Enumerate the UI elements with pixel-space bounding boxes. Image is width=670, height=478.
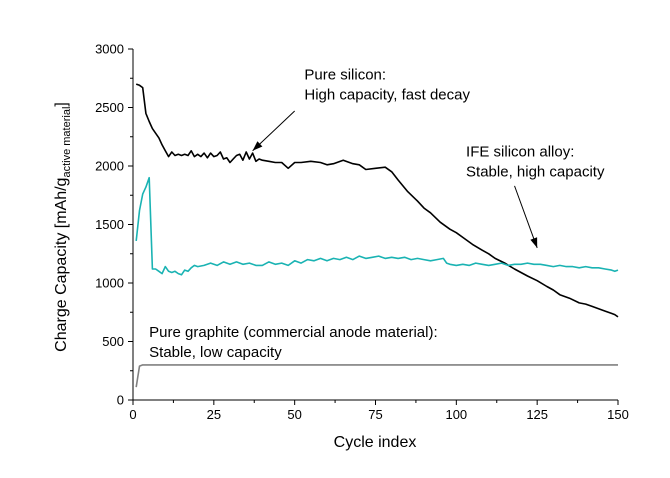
annotation-layer: Pure silicon: High capacity, fast decay IF… — [149, 66, 605, 360]
y-axis-title-subscript: active material — [61, 107, 73, 178]
arrow-alloy — [514, 185, 538, 249]
y-tick-label: 1500 — [95, 217, 124, 232]
x-tick-label: 150 — [607, 407, 629, 422]
x-tick-label: 75 — [368, 407, 382, 422]
y-ticks: 0 500 1000 1500 2000 2500 3000 — [95, 42, 133, 408]
x-tick-label: 100 — [445, 407, 467, 422]
annotation-text-graphite: Stable, low capacity — [149, 344, 282, 361]
annotation-text-graphite: Pure graphite (commercial anode material… — [149, 324, 437, 341]
annotation-text-silicon: High capacity, fast decay — [304, 86, 470, 103]
annotation-text-alloy: IFE silicon alloy: — [466, 144, 574, 161]
annotation-graphite: Pure graphite (commercial anode material… — [149, 324, 437, 361]
y-tick-label: 0 — [117, 393, 124, 408]
plot-area: 0 500 1000 1500 2000 2500 3000 0 25 50 75 100 125 15… — [95, 42, 629, 423]
arrowhead-silicon — [252, 141, 263, 151]
series-layer — [135, 83, 619, 388]
annotation-text-silicon: Pure silicon: — [304, 66, 386, 83]
y-tick-label: 500 — [102, 334, 124, 349]
x-tick-label: 125 — [526, 407, 548, 422]
x-tick-label: 0 — [129, 407, 136, 422]
annotation-alloy: IFE silicon alloy: Stable, high capacity — [466, 144, 605, 249]
y-tick-label: 2500 — [95, 100, 124, 115]
arrowhead-alloy — [530, 237, 538, 248]
x-tick-label: 25 — [207, 407, 221, 422]
annotation-text-alloy: Stable, high capacity — [466, 164, 605, 181]
series-line-silicon — [135, 83, 619, 318]
series-line-alloy — [135, 176, 619, 276]
series-line-graphite — [135, 364, 618, 388]
y-axis-title: Charge Capacity [mAh/gactive material] — [53, 102, 73, 352]
annotation-silicon: Pure silicon: High capacity, fast decay — [252, 66, 471, 152]
y-tick-label: 1000 — [95, 276, 124, 291]
y-tick-label: 3000 — [95, 42, 124, 57]
y-tick-label: 2000 — [95, 159, 124, 174]
x-axis-title: Cycle index — [334, 434, 417, 451]
y-axis-title-main: Charge Capacity [mAh/g — [53, 178, 70, 352]
x-tick-label: 50 — [287, 407, 301, 422]
y-axis-title-close: ] — [53, 102, 70, 106]
x-ticks: 0 25 50 75 100 125 150 — [129, 400, 629, 422]
